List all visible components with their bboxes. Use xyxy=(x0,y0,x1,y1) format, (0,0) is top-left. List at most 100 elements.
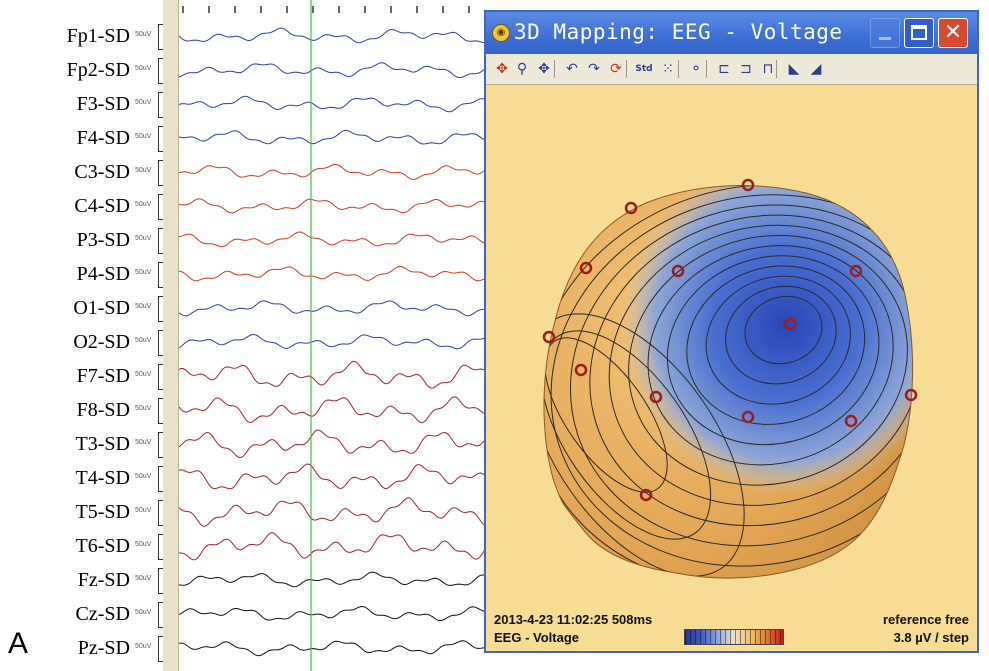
electrode-labels-icon[interactable]: ⚬ xyxy=(690,61,702,77)
scale-bracket xyxy=(158,568,163,594)
toolbar-separator xyxy=(678,60,679,78)
head-color-icon[interactable]: ◣ xyxy=(788,61,800,77)
electrode-marker[interactable] xyxy=(741,410,755,424)
scale-label: 50uV xyxy=(135,269,152,276)
move-tool-icon[interactable]: ✥ xyxy=(538,61,550,77)
scale-label: 50uV xyxy=(135,167,152,174)
channel-label: O2-SD xyxy=(73,331,130,353)
close-icon: ✕ xyxy=(943,20,963,45)
electrode-marker[interactable] xyxy=(671,264,685,278)
channel-label: F7-SD xyxy=(76,365,130,387)
rotate-left-icon[interactable]: ↶ xyxy=(566,61,578,77)
channel-label: C4-SD xyxy=(74,195,130,217)
electrode-marker[interactable] xyxy=(579,261,593,275)
eeg-trace xyxy=(179,429,485,459)
map-app-icon[interactable]: ◉ xyxy=(492,24,510,42)
electrode-marker[interactable] xyxy=(574,363,588,377)
electrode-marker[interactable] xyxy=(844,414,858,428)
contour-line xyxy=(550,194,913,567)
scale-label: 50uV xyxy=(135,201,152,208)
eeg-trace xyxy=(179,62,485,79)
minimize-button[interactable] xyxy=(870,18,900,48)
electrode-marker[interactable] xyxy=(649,390,663,404)
rotate-right-icon[interactable]: ↷ xyxy=(588,61,600,77)
scale-label: 50uV xyxy=(135,507,152,514)
toolbar-separator xyxy=(776,60,777,78)
channel-label: Fp1-SD xyxy=(66,25,130,47)
channel-label: Fz-SD xyxy=(77,569,130,591)
scale-bracket xyxy=(158,500,163,526)
head-shade-icon[interactable]: ◢ xyxy=(810,61,822,77)
eeg-trace xyxy=(179,333,485,350)
standard-electrodes-icon[interactable]: Std xyxy=(635,64,653,74)
contour-line xyxy=(725,285,837,385)
channel-label: P4-SD xyxy=(76,263,130,285)
view-front-icon[interactable]: ⊏ xyxy=(718,61,730,77)
head-map-view[interactable] xyxy=(486,85,977,651)
scale-bracket xyxy=(158,194,163,220)
mapping-window[interactable]: ◉ 3D Mapping: EEG - Voltage ✕ ✥ ⚲ ✥ ↶ ↷ ⟳ Std ⁙… xyxy=(484,10,979,653)
scale-label: 50uV xyxy=(135,303,152,310)
scale-label: 50uV xyxy=(135,405,152,412)
toolbar-separator xyxy=(554,60,555,78)
voltage-colorbar xyxy=(684,629,784,645)
contour-line xyxy=(543,330,712,540)
eeg-trace xyxy=(179,605,485,621)
scale-label: 50uV xyxy=(135,575,152,582)
electrode-marker[interactable] xyxy=(904,388,918,402)
scale-label: 50uV xyxy=(135,371,152,378)
maximize-button[interactable] xyxy=(904,18,934,48)
electrode-marker[interactable] xyxy=(741,178,755,192)
scale-label: 50uV xyxy=(135,541,152,548)
contour-line xyxy=(744,295,823,365)
electrode-marker[interactable] xyxy=(542,330,556,344)
view-side-icon[interactable]: ⊐ xyxy=(740,61,752,77)
rotate-z-icon[interactable]: ⟳ xyxy=(610,61,622,77)
channel-label: O1-SD xyxy=(73,297,130,319)
scale-bracket xyxy=(158,466,163,492)
eeg-trace xyxy=(179,95,485,113)
electrode-marker[interactable] xyxy=(624,201,638,215)
channel-label: T4-SD xyxy=(75,467,130,489)
scale-bracket xyxy=(158,534,163,560)
scale-bracket xyxy=(158,228,163,254)
close-button[interactable]: ✕ xyxy=(938,18,968,48)
scale-bracket xyxy=(158,330,163,356)
channel-label: T5-SD xyxy=(75,501,130,523)
electrode-marker[interactable] xyxy=(639,488,653,502)
zoom-tool-icon[interactable]: ⚲ xyxy=(516,61,528,77)
contour-line xyxy=(628,234,908,486)
scale-label: 50uV xyxy=(135,99,152,106)
rotate-tool-icon[interactable]: ✥ xyxy=(496,61,508,77)
scale-label: 50uV xyxy=(135,473,152,480)
scale-label: 50uV xyxy=(135,439,152,446)
eeg-trace xyxy=(179,532,485,561)
scale-bracket xyxy=(158,398,163,424)
title-bar[interactable]: ◉ 3D Mapping: EEG - Voltage ✕ xyxy=(486,12,977,54)
maximize-icon xyxy=(911,25,927,40)
scale-label: 50uV xyxy=(135,235,152,242)
scale-label: 50uV xyxy=(135,609,152,616)
scale-label: 50uV xyxy=(135,643,152,650)
minimize-icon xyxy=(879,37,891,40)
eeg-trace xyxy=(179,497,485,527)
electrode-marker[interactable] xyxy=(849,264,863,278)
channel-label: Cz-SD xyxy=(75,603,130,625)
eeg-trace xyxy=(179,198,485,214)
electrode-marker[interactable] xyxy=(783,317,797,331)
eeg-traces xyxy=(179,0,485,671)
scale-bracket xyxy=(158,432,163,458)
contour-line xyxy=(608,224,913,506)
view-top-icon[interactable]: ⊓ xyxy=(762,61,774,77)
amplitude-scale-strip xyxy=(163,0,179,671)
mode-readout: EEG - Voltage xyxy=(494,630,579,645)
eeg-trace xyxy=(179,129,485,145)
eeg-trace xyxy=(179,27,485,44)
scale-bracket xyxy=(158,160,163,186)
contour-line xyxy=(589,214,913,527)
channel-label: F3-SD xyxy=(76,93,130,115)
step-readout: 3.8 µV / step xyxy=(893,630,969,645)
eeg-trace xyxy=(179,463,485,490)
scale-bracket xyxy=(158,364,163,390)
grid-points-icon[interactable]: ⁙ xyxy=(662,61,674,77)
